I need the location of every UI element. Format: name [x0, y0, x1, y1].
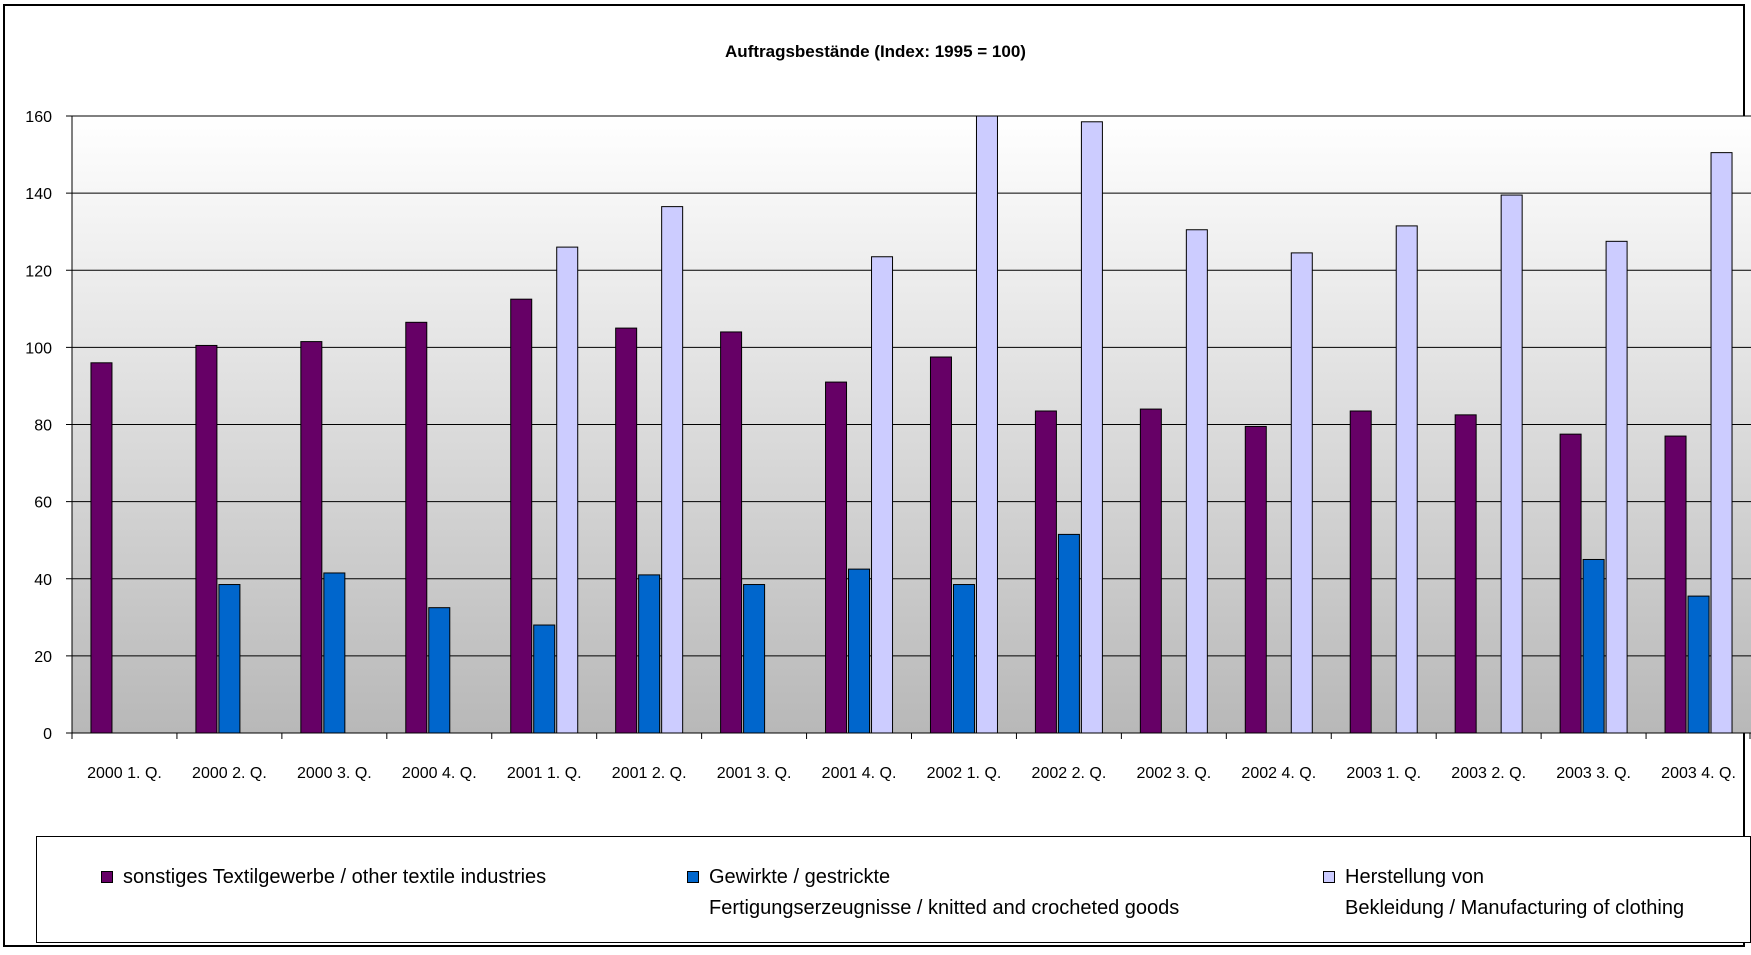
bar-series-3-9 — [1080, 121, 1103, 734]
bar-series-2-4 — [533, 624, 556, 734]
bar-series-1-0 — [90, 362, 113, 734]
y-tick-label: 40 — [34, 572, 52, 589]
bar-series-2-5 — [638, 574, 661, 734]
legend-label-knitted-goods-line-1: Gewirkte / gestrickte — [709, 866, 891, 888]
y-tick-label: 140 — [25, 186, 52, 203]
bar-series-3-15 — [1710, 152, 1733, 734]
bar-series-2-9 — [1057, 533, 1080, 734]
bar-series-1-10 — [1139, 408, 1162, 734]
x-tick-label: 2001 3. Q. — [717, 765, 792, 782]
legend-swatch-other-textile — [101, 871, 113, 883]
bar-series-1-6 — [720, 331, 743, 734]
legend: sonstiges Textilgewerbe / other textile … — [36, 836, 1751, 943]
y-tick-label: 100 — [25, 340, 52, 357]
x-tick-label: 2000 4. Q. — [402, 765, 477, 782]
bar-series-1-13 — [1454, 414, 1477, 734]
x-tick-label: 2002 3. Q. — [1136, 765, 1211, 782]
x-tick-label: 2001 2. Q. — [612, 765, 687, 782]
y-tick-label: 60 — [34, 495, 52, 512]
bar-series-1-14 — [1559, 433, 1582, 734]
x-tick-label: 2000 3. Q. — [297, 765, 372, 782]
legend-label-clothing-line-2: Bekleidung / Manufacturing of clothing — [1345, 897, 1685, 919]
bar-series-3-7 — [871, 256, 894, 734]
x-tick-label: 2000 2. Q. — [192, 765, 267, 782]
legend-label-knitted-goods-line-2: Fertigungserzeugnisse / knitted and croc… — [709, 897, 1180, 919]
bar-series-1-11 — [1244, 425, 1267, 734]
legend-label-clothing: Herstellung von Bekleidung / Manufacturin… — [1345, 862, 1684, 924]
x-tick-label: 2002 1. Q. — [927, 765, 1002, 782]
bar-series-2-15 — [1687, 595, 1710, 734]
bar-series-2-3 — [428, 607, 451, 734]
legend-swatch-knitted-goods — [687, 871, 699, 883]
bar-series-3-8 — [975, 115, 998, 734]
tick-labels: 0 20 40 60 80 100 120 140 160 2000 1. Q. 2000 2. Q… — [25, 109, 1736, 782]
legend-swatch-clothing — [1323, 871, 1335, 883]
bar-series-1-4 — [510, 298, 533, 734]
x-tick-label: 2003 3. Q. — [1556, 765, 1631, 782]
x-tick-label: 2003 2. Q. — [1451, 765, 1526, 782]
bar-series-1-2 — [300, 341, 323, 734]
x-tick-label: 2002 4. Q. — [1241, 765, 1316, 782]
x-tick-label: 2003 1. Q. — [1346, 765, 1421, 782]
bar-series-1-7 — [825, 381, 848, 734]
x-tick-label: 2001 4. Q. — [822, 765, 897, 782]
legend-label-other-textile-line-1: sonstiges Textilgewerbe / other textile … — [123, 866, 547, 888]
bar-series-2-2 — [323, 572, 346, 734]
bar-series-1-1 — [195, 344, 218, 734]
bar-series-1-3 — [405, 321, 428, 734]
bar-series-2-1 — [218, 584, 241, 734]
x-tick-label: 2002 2. Q. — [1032, 765, 1107, 782]
bar-series-3-14 — [1605, 240, 1628, 734]
bar-series-3-10 — [1185, 229, 1208, 734]
bar-series-3-5 — [661, 206, 684, 734]
y-tick-label: 0 — [43, 726, 52, 743]
legend-label-clothing-line-1: Herstellung von — [1345, 866, 1484, 888]
x-tick-label: 2000 1. Q. — [87, 765, 162, 782]
bar-series-3-11 — [1290, 252, 1313, 734]
legend-label-other-textile: sonstiges Textilgewerbe / other textile … — [123, 862, 546, 893]
bar-series-2-7 — [848, 568, 871, 734]
bar-series-2-6 — [743, 584, 766, 734]
y-tick-label: 20 — [34, 649, 52, 666]
y-tick-label: 80 — [34, 418, 52, 435]
bar-chart: 0 20 40 60 80 100 120 140 160 2000 1. Q. 2000 2. Q… — [25, 109, 1751, 782]
bar-series-2-14 — [1582, 558, 1605, 734]
y-tick-label: 120 — [25, 263, 52, 280]
bar-series-1-5 — [615, 327, 638, 734]
x-tick-label: 2001 1. Q. — [507, 765, 582, 782]
bars — [90, 115, 1733, 734]
bar-series-1-12 — [1349, 410, 1372, 734]
bar-series-1-15 — [1664, 435, 1687, 734]
bar-series-3-12 — [1395, 225, 1418, 734]
bar-series-3-4 — [556, 246, 579, 734]
chart-title: Auftragsbestände (Index: 1995 = 100) — [725, 42, 1026, 61]
y-tick-label: 160 — [25, 109, 52, 126]
bar-series-1-9 — [1034, 410, 1057, 734]
bar-series-3-13 — [1500, 194, 1523, 734]
legend-label-knitted-goods: Gewirkte / gestrickte Fertigungserzeugnis… — [709, 862, 1179, 924]
x-tick-label: 2003 4. Q. — [1661, 765, 1736, 782]
bar-series-2-8 — [952, 584, 975, 734]
bar-series-1-8 — [929, 356, 952, 734]
